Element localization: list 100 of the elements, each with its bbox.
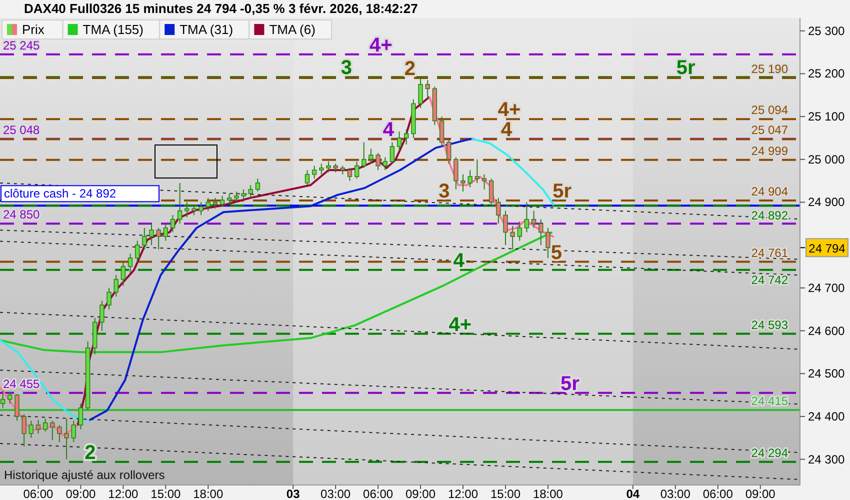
candlestick <box>142 227 147 250</box>
y-tick-label: 24 500 <box>808 366 846 381</box>
x-tick-label: 12:00 <box>108 487 139 500</box>
candlestick <box>312 165 317 180</box>
candlestick <box>248 184 253 198</box>
candlestick <box>404 128 409 145</box>
candlestick <box>220 195 225 208</box>
x-tick-label: 12:00 <box>448 487 478 500</box>
candlestick <box>468 170 472 188</box>
candlestick <box>14 394 20 422</box>
y-tick-label: 24 700 <box>808 280 846 295</box>
candlestick <box>192 204 196 216</box>
annotation: 2 <box>404 58 416 80</box>
candlestick <box>524 202 530 233</box>
candlestick <box>517 221 522 242</box>
x-tick-label: 03 <box>286 487 300 500</box>
candlestick <box>382 156 388 171</box>
y-tick-label: 24 300 <box>808 452 846 466</box>
candlestick <box>396 131 402 152</box>
candlestick <box>241 188 246 201</box>
candlestick <box>439 116 444 148</box>
annotation: 4 <box>453 250 466 272</box>
candlestick <box>390 142 395 164</box>
candlestick <box>319 163 324 175</box>
candlestick <box>71 420 76 443</box>
y-tick-label: 24 900 <box>808 195 846 210</box>
x-tick-label: 15:00 <box>150 487 182 500</box>
candlestick <box>106 287 112 310</box>
ref-line-label: 25 048 <box>3 122 40 137</box>
x-tick-label: 04 <box>626 487 640 500</box>
line-series <box>0 231 554 354</box>
candlestick <box>474 158 480 184</box>
candlestick <box>57 424 62 443</box>
annotation: 3 <box>340 57 352 80</box>
legend-label: Prix <box>22 22 45 37</box>
candlestick <box>149 223 154 246</box>
candlestick <box>376 152 380 171</box>
candlestick <box>418 77 423 108</box>
ref-line-label: 24 742 <box>751 272 788 287</box>
ref-line-label: 24 294 <box>751 446 788 460</box>
x-tick-label: 06:00 <box>702 487 734 500</box>
ref-line-label: 25 094 <box>751 103 788 118</box>
candlestick <box>206 197 210 212</box>
y-tick-label: 25 300 <box>808 24 846 38</box>
annotation: 5 <box>550 242 562 264</box>
candlestick <box>227 193 232 205</box>
candlestick <box>78 403 84 430</box>
chart-title: DAX40 Full0326 15 minutes 24 794 -0,35 % 3 févr. 2026, 18:42:27 <box>24 1 418 16</box>
candlestick <box>368 148 374 164</box>
candlestick <box>362 142 366 168</box>
candlestick <box>255 178 260 192</box>
candlestick <box>128 253 133 274</box>
annotation: 4+ <box>369 34 392 56</box>
y-tick-label: 25 200 <box>808 66 846 81</box>
ref-line-label: 24 892 <box>751 208 788 223</box>
ref-line-label: 25 245 <box>3 38 40 52</box>
candlestick <box>100 300 104 332</box>
annotation: 4 <box>500 119 513 142</box>
candlestick <box>531 210 536 228</box>
candlestick <box>546 227 550 258</box>
ref-line-label: 24 415 <box>751 394 788 408</box>
ref-line-label: 24 761 <box>751 246 788 260</box>
line-series <box>470 138 555 206</box>
x-tick-label: 18:00 <box>532 487 564 500</box>
text: 24 794 <box>808 242 846 256</box>
x-tick-label: 03:00 <box>320 487 351 500</box>
candlestick <box>538 218 544 246</box>
annotation: Historique ajusté aux rollovers <box>4 468 165 482</box>
annotation: 2 <box>84 442 96 464</box>
ref-line-label: clôture cash - 24 892 <box>4 186 116 201</box>
annotation: 5r <box>676 57 696 80</box>
candlestick <box>446 140 452 164</box>
line-series <box>428 96 555 238</box>
candlestick <box>8 391 12 404</box>
x-tick-label: 18:00 <box>193 487 224 500</box>
x-tick-label: 06:00 <box>23 487 54 500</box>
candlestick <box>510 225 515 250</box>
y-tick-label: 24 600 <box>808 324 846 338</box>
annotation: 3 <box>438 180 450 203</box>
candlestick <box>0 390 6 408</box>
ref-line-label: 24 593 <box>751 318 788 332</box>
candlestick <box>460 174 466 192</box>
annotation: 5r <box>552 180 572 203</box>
x-tick-label: 15:00 <box>490 487 521 500</box>
candlestick <box>120 262 126 286</box>
ref-line-label: 24 455 <box>3 376 40 391</box>
candlestick <box>64 418 69 460</box>
candlestick <box>454 156 458 190</box>
legend-label: TMA (6) <box>269 22 316 37</box>
y-tick-label: 24 400 <box>808 409 846 424</box>
annotation: 4 <box>382 118 395 141</box>
y-tick-label: 25 000 <box>808 152 846 166</box>
x-tick-label: 06:00 <box>363 487 394 500</box>
candlestick <box>488 178 494 208</box>
x-tick-label: 09:00 <box>66 487 96 500</box>
ref-line-label: 24 850 <box>3 208 40 222</box>
ref-line-label: 24 904 <box>751 184 788 199</box>
annotation: 4+ <box>448 314 472 336</box>
candlestick <box>36 419 41 434</box>
candlestick <box>326 161 331 173</box>
